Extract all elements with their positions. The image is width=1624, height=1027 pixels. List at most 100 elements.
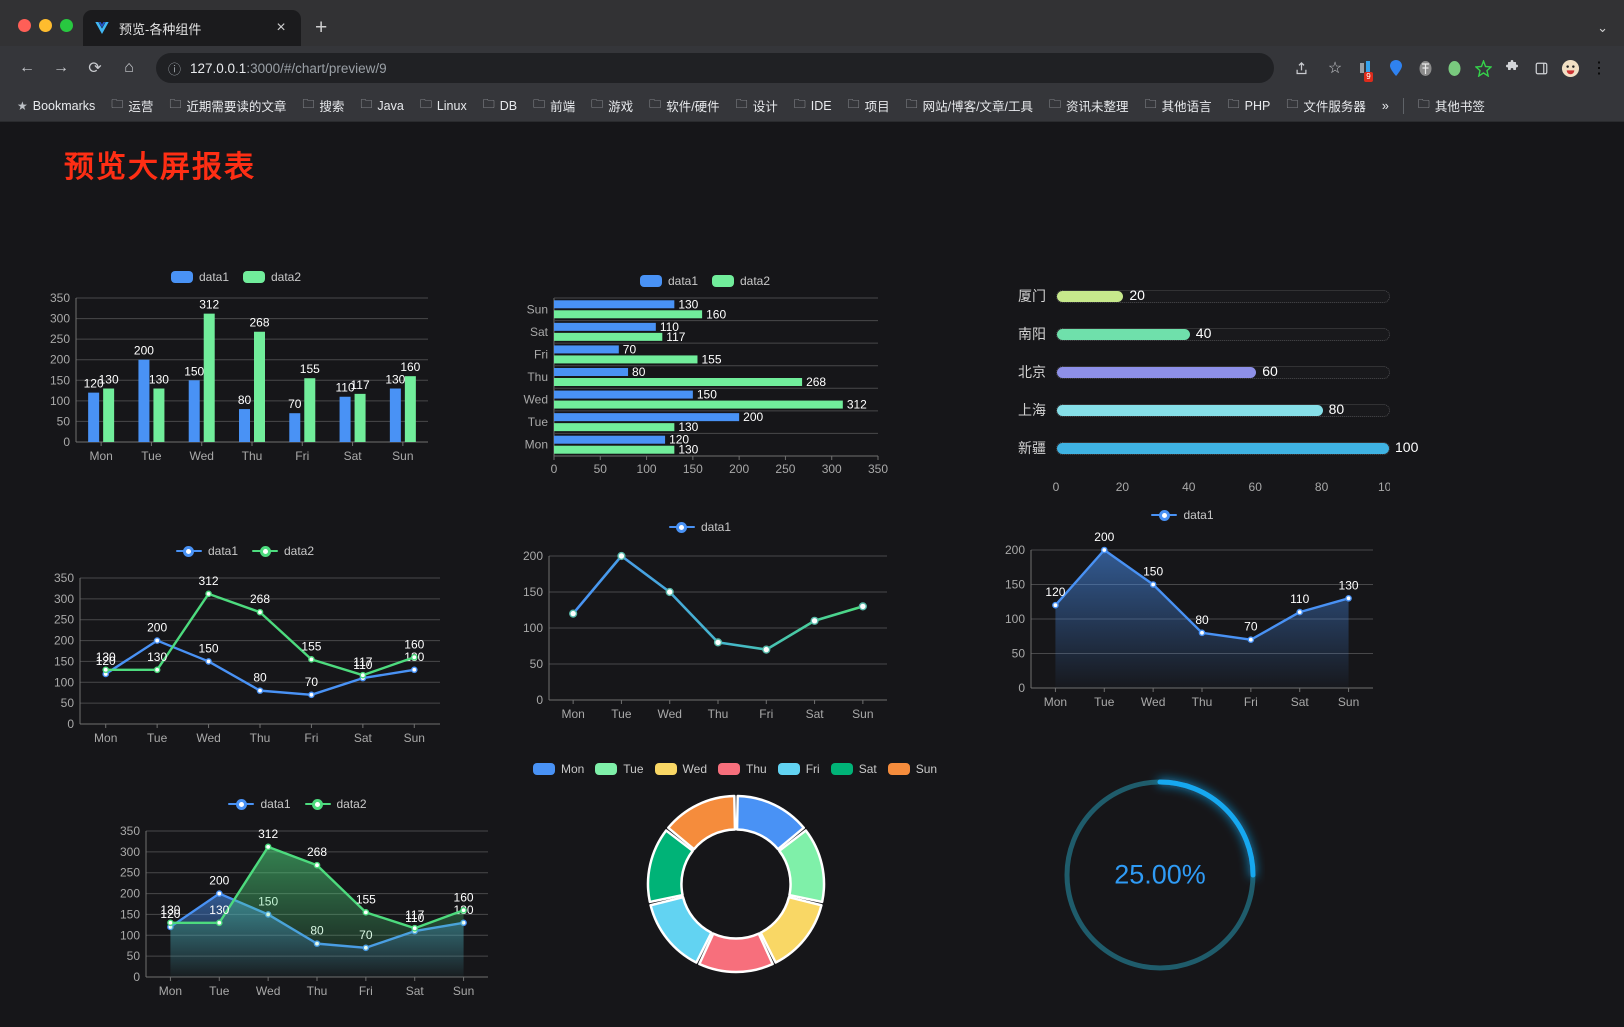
sidepanel-icon[interactable] — [1528, 55, 1554, 81]
pie-slice[interactable] — [649, 895, 713, 964]
chevron-down-icon[interactable]: ⌄ — [1597, 20, 1608, 35]
bookmark-folder-1[interactable]: 🗀 近期需要读的文章 — [162, 92, 293, 119]
profile-avatar-icon[interactable] — [1557, 55, 1583, 81]
data-point — [1345, 595, 1352, 602]
progress-value: 60 — [1262, 362, 1278, 379]
chart-donut[interactable]: Mon Tue Wed Thu Fri Sat Sun — [532, 762, 937, 1012]
progress-row[interactable]: 新疆 100 — [1000, 429, 1418, 467]
pie-slice[interactable] — [698, 932, 774, 974]
url-host: 127.0.0.1 — [190, 60, 247, 76]
legend-item[interactable]: Mon — [532, 762, 584, 776]
axis-tick-label: Mon — [1044, 695, 1067, 709]
maximize-window-button[interactable] — [60, 19, 73, 32]
bookmark-folder-4[interactable]: 🗀 Linux — [413, 92, 474, 119]
legend-item[interactable]: data1 — [639, 274, 698, 288]
bookmark-folder-5[interactable]: 🗀 DB — [476, 92, 524, 119]
legend-item[interactable]: Wed — [654, 762, 707, 776]
legend-item[interactable]: Fri — [777, 762, 820, 776]
chart-progress-bars[interactable]: 厦门 20 南阳 40 北京 60 上海 80 新疆 100 0 20 40 60 80 100 — [1000, 277, 1418, 517]
address-bar[interactable]: ⓘ 127.0.0.1:3000/#/chart/preview/9 — [156, 53, 1274, 83]
bookmark-folder-16[interactable]: 🗀 文件服务器 — [1279, 92, 1373, 119]
reload-icon[interactable]: ⟳ — [88, 60, 102, 77]
legend-item[interactable]: Tue — [595, 762, 644, 776]
bookmark-folder-3[interactable]: 🗀 Java — [353, 92, 410, 119]
bookmark-folder-6[interactable]: 🗀 前端 — [526, 92, 582, 119]
forward-arrow-icon[interactable]: → — [53, 59, 69, 76]
close-icon[interactable]: × — [276, 19, 286, 36]
data-point — [1296, 608, 1304, 616]
close-window-button[interactable] — [18, 19, 31, 32]
bookmark-folder-9[interactable]: 🗀 设计 — [729, 92, 785, 119]
progress-row[interactable]: 厦门 20 — [1000, 277, 1390, 315]
extension-icon-4[interactable] — [1441, 55, 1467, 81]
legend-item[interactable]: data2 — [712, 274, 770, 288]
chart-line-gradient[interactable]: data1 0 50 100 150 200 Mon Tue Wed Thu Fri Sat Sun — [505, 520, 895, 735]
value-label: 155 — [701, 352, 721, 366]
chart-line-dual[interactable]: data1 data2 0 50 100 150 200 250 300 350 Mon Tue We… — [40, 544, 450, 759]
extension-icon-2[interactable] — [1383, 55, 1409, 81]
other-bookmarks-item[interactable]: 🗀 其他书签 — [1411, 92, 1492, 119]
chart-area-single[interactable]: data1 0 50 100 150 200 Mon Tue Wed Thu Fri Sat Sun 1… — [985, 508, 1380, 723]
pie-slice[interactable] — [646, 829, 694, 904]
minimize-window-button[interactable] — [39, 19, 52, 32]
progress-label: 新疆 — [1018, 440, 1046, 456]
progress-fill — [1057, 290, 1124, 302]
star-outline-icon[interactable]: ☆ — [1327, 60, 1343, 77]
puzzle-extensions-icon[interactable] — [1499, 55, 1525, 81]
bookmark-folder-2[interactable]: 🗀 搜索 — [295, 92, 351, 119]
value-label: 268 — [806, 375, 826, 389]
chart-gauge[interactable]: 25.00% — [1055, 760, 1265, 990]
legend-item[interactable]: Sun — [887, 762, 937, 776]
extension-icon-1[interactable]: 9 — [1354, 55, 1380, 82]
bookmark-folder-13[interactable]: 🗀 资讯未整理 — [1042, 92, 1136, 119]
extension-icon-3[interactable] — [1412, 55, 1438, 81]
legend-item[interactable]: data1 — [175, 544, 238, 558]
legend-item[interactable]: data2 — [243, 270, 301, 284]
value-label: 130 — [1339, 578, 1359, 592]
legend-item[interactable]: data1 — [668, 520, 731, 534]
kebab-menu-icon[interactable]: ⋮ — [1591, 60, 1607, 77]
legend-label: data2 — [336, 797, 367, 811]
progress-row[interactable]: 北京 60 — [1000, 353, 1390, 391]
pie-slice[interactable] — [735, 794, 805, 851]
pie-slice[interactable] — [759, 895, 823, 964]
bookmark-folder-11[interactable]: 🗀 项目 — [841, 92, 897, 119]
bookmark-folder-10[interactable]: 🗀 IDE — [787, 92, 839, 119]
info-circle-icon[interactable]: ⓘ — [168, 61, 182, 77]
progress-row[interactable]: 南阳 40 — [1000, 315, 1390, 353]
progress-row[interactable]: 上海 80 — [1000, 391, 1390, 429]
axis-tick-label: Fri — [759, 707, 773, 721]
pie-slice[interactable] — [667, 794, 737, 851]
legend-item[interactable]: data1 — [170, 270, 229, 284]
legend-item[interactable]: data2 — [252, 544, 314, 558]
chart-area-dual[interactable]: data1 data2 0 50 100 150 200 250 300 350 Mon Tue We… — [100, 797, 495, 1012]
axis-tick-label: 150 — [54, 654, 74, 668]
value-label: 120 — [669, 433, 689, 447]
data-point — [858, 602, 867, 611]
chart-bar-horizontal[interactable]: data1 data2 0 50 100 150 200 250 300 350 Sun 130 16… — [510, 274, 900, 489]
bookmark-folder-15[interactable]: 🗀 PHP — [1221, 92, 1278, 119]
legend-item[interactable]: Sat — [830, 762, 877, 776]
bookmark-folder-label: 设计 — [752, 100, 778, 114]
pie-slice[interactable] — [778, 829, 826, 904]
bookmarks-overflow-button[interactable]: » — [1375, 96, 1396, 116]
bookmark-folder-14[interactable]: 🗀 其他语言 — [1138, 92, 1219, 119]
folder-icon: 🗀 — [1286, 97, 1299, 111]
extension-icon-5[interactable] — [1470, 55, 1496, 81]
bookmark-folder-8[interactable]: 🗀 软件/硬件 — [642, 92, 727, 119]
home-icon[interactable]: ⌂ — [124, 59, 134, 76]
new-tab-button[interactable]: + — [315, 16, 328, 39]
bookmark-folder-12[interactable]: 🗀 网站/博客/文章/工具 — [899, 92, 1040, 119]
back-arrow-icon[interactable]: ← — [19, 59, 35, 76]
browser-tab[interactable]: 预览-各种组件 × — [83, 10, 301, 46]
legend-item[interactable]: data1 — [228, 797, 291, 811]
chart-bar-vertical[interactable]: data1 data2 0 50 100 150 200 250 300 350 Mon 120 13… — [36, 270, 436, 490]
legend-item[interactable]: data1 — [1151, 508, 1214, 522]
share-icon[interactable] — [1286, 53, 1316, 83]
bookmarks-label-item[interactable]: ★ Bookmarks — [10, 96, 102, 116]
bookmark-folder-0[interactable]: 🗀 运营 — [104, 92, 160, 119]
legend-item[interactable]: data2 — [304, 797, 367, 811]
legend-label: data1 — [207, 544, 238, 558]
legend-item[interactable]: Thu — [718, 762, 767, 776]
bookmark-folder-7[interactable]: 🗀 游戏 — [584, 92, 640, 119]
